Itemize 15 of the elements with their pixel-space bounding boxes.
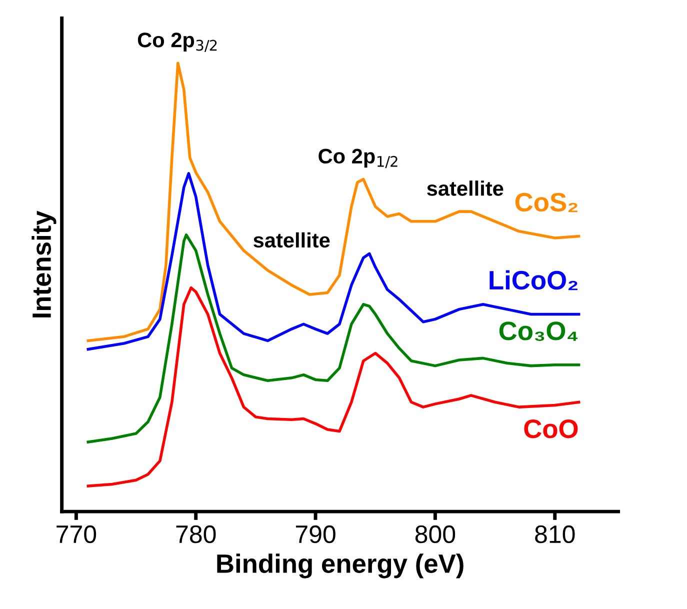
- x-axis-title: Binding energy (eV): [217, 554, 464, 578]
- x-tick-label: 790: [296, 525, 336, 544]
- annotation: satellite: [427, 180, 504, 196]
- x-tick-label: 810: [535, 525, 575, 544]
- x-tick-label: 780: [176, 525, 216, 544]
- series-label: LiCoO₂: [490, 270, 578, 290]
- series-label: Co₃O₄: [499, 322, 578, 341]
- y-axis-title: Intensity: [32, 210, 56, 318]
- annotation: Co 2p$_{1/2}$: [318, 148, 398, 168]
- annotation: satellite: [254, 232, 330, 248]
- x-tick-label: 770: [56, 525, 96, 544]
- annotation: Co 2p$_{3/2}$: [138, 32, 217, 52]
- x-tick-label: 800: [415, 525, 456, 544]
- series-label: CoS₂: [515, 192, 578, 212]
- series-label: CoO: [524, 420, 578, 438]
